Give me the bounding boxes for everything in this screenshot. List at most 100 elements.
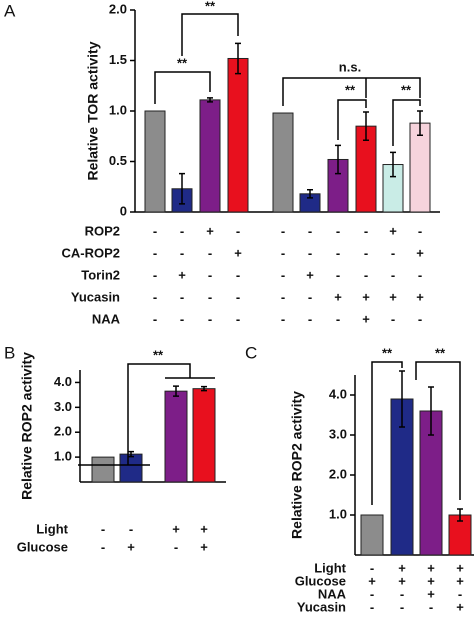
condition-sign: -: [281, 311, 285, 326]
condition-sign: -: [370, 560, 374, 575]
condition-sign: -: [236, 267, 240, 282]
bar: [360, 514, 384, 556]
y-tick-label: 4.0: [329, 386, 347, 401]
condition-sign: -: [153, 245, 157, 260]
condition-label: Glucose: [17, 539, 68, 554]
y-tick-label: 1.0: [109, 102, 127, 117]
condition-sign: -: [174, 539, 178, 554]
condition-sign: -: [418, 223, 422, 238]
significance-label: n.s.: [339, 59, 361, 74]
error-bar: [335, 144, 341, 175]
condition-sign: -: [370, 599, 374, 614]
y-tick-label: 1.0: [54, 449, 72, 464]
condition-label: NAA: [318, 586, 347, 601]
condition-sign: -: [391, 245, 395, 260]
condition-sign: -: [208, 311, 212, 326]
bar: [227, 57, 249, 213]
condition-label: Torin2: [81, 267, 120, 282]
error-bar: [207, 97, 213, 103]
condition-sign: +: [172, 521, 180, 536]
condition-sign: -: [458, 586, 462, 601]
significance-label: **: [153, 347, 164, 362]
condition-sign: -: [236, 223, 240, 238]
error-bar: [179, 172, 185, 205]
condition-sign: -: [281, 289, 285, 304]
condition-sign: -: [180, 311, 184, 326]
significance-bracket: [371, 361, 403, 505]
condition-sign: -: [153, 267, 157, 282]
error-bar: [307, 189, 313, 199]
condition-sign: -: [400, 586, 404, 601]
condition-sign: -: [153, 223, 157, 238]
condition-sign: -: [281, 245, 285, 260]
condition-sign: +: [389, 289, 397, 304]
bar: [272, 112, 294, 213]
error-bar: [428, 386, 434, 436]
condition-sign: -: [429, 599, 433, 614]
condition-sign: +: [398, 573, 406, 588]
condition-sign: +: [427, 573, 435, 588]
condition-sign: -: [208, 245, 212, 260]
condition-sign: -: [391, 311, 395, 326]
condition-sign: -: [370, 586, 374, 601]
condition-label: Yucasin: [71, 289, 120, 304]
condition-sign: +: [456, 599, 464, 614]
condition-sign: +: [416, 245, 424, 260]
error-bar: [201, 385, 207, 392]
condition-sign: +: [398, 560, 406, 575]
significance-bracket: [337, 99, 367, 140]
y-tick-label: 4.0: [54, 374, 72, 389]
y-tick-label: 1.0: [329, 506, 347, 521]
y-axis-label: Relative ROP2 activity: [19, 352, 35, 500]
significance-bracket: [392, 99, 421, 146]
condition-label: NAA: [92, 311, 121, 326]
significance-label: **: [435, 345, 446, 360]
significance-label: **: [382, 345, 393, 360]
condition-sign: -: [308, 223, 312, 238]
error-bar: [128, 450, 134, 458]
condition-sign: -: [336, 267, 340, 282]
condition-sign: +: [416, 289, 424, 304]
significance-bracket: [282, 77, 421, 106]
condition-sign: -: [101, 539, 105, 554]
condition-sign: -: [418, 267, 422, 282]
condition-sign: +: [306, 267, 314, 282]
panel-letter: B: [4, 343, 15, 362]
condition-sign: -: [391, 267, 395, 282]
significance-bracket: [415, 361, 461, 500]
y-axis-label: Relative TOR activity: [85, 41, 101, 180]
condition-sign: -: [400, 599, 404, 614]
y-tick-label: 2.0: [329, 466, 347, 481]
condition-sign: -: [129, 521, 133, 536]
condition-sign: +: [200, 539, 208, 554]
condition-sign: -: [364, 267, 368, 282]
condition-sign: -: [336, 245, 340, 260]
y-tick-label: 0: [120, 203, 127, 218]
condition-sign: +: [206, 223, 214, 238]
y-tick-label: 1.5: [109, 52, 127, 67]
condition-sign: -: [308, 245, 312, 260]
condition-sign: +: [334, 289, 342, 304]
condition-sign: +: [234, 245, 242, 260]
bar: [192, 388, 216, 483]
condition-sign: +: [362, 289, 370, 304]
condition-label: Light: [36, 521, 68, 536]
condition-sign: -: [308, 311, 312, 326]
significance-bracket: [181, 13, 239, 56]
condition-sign: +: [127, 539, 135, 554]
condition-sign: +: [368, 573, 376, 588]
condition-sign: -: [236, 311, 240, 326]
significance-bracket: [78, 363, 215, 466]
condition-label: CA-ROP2: [61, 245, 120, 260]
y-tick-label: 0.5: [109, 153, 127, 168]
condition-sign: -: [364, 223, 368, 238]
condition-label: Glucose: [295, 573, 346, 588]
error-bar: [235, 42, 241, 75]
condition-sign: +: [456, 560, 464, 575]
condition-sign: -: [208, 289, 212, 304]
y-tick-label: 3.0: [54, 399, 72, 414]
significance-label: **: [177, 55, 188, 70]
condition-sign: -: [153, 311, 157, 326]
